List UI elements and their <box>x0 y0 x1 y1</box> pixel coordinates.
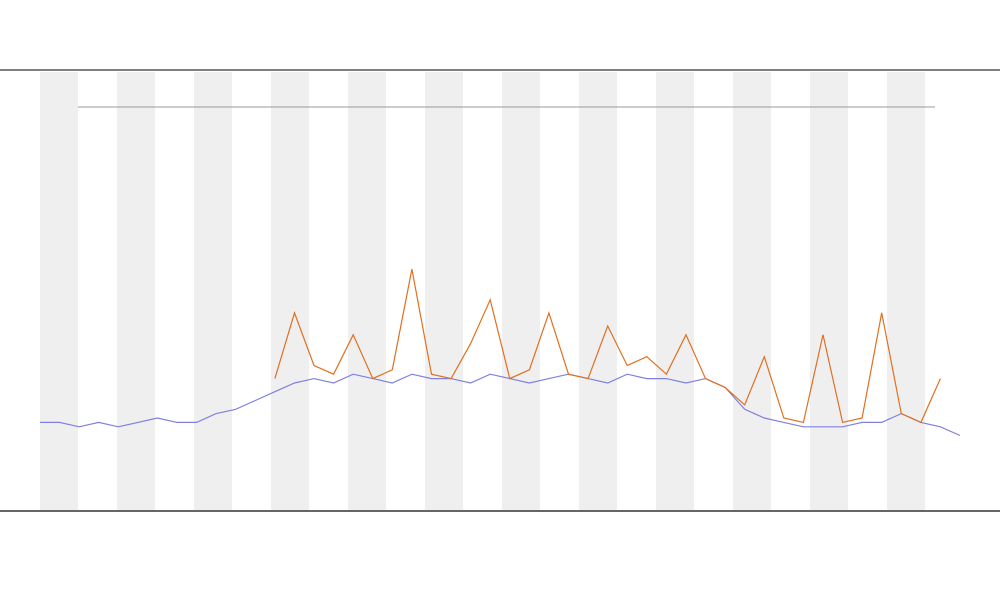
band <box>271 72 309 510</box>
series-line <box>274 268 941 424</box>
band <box>810 72 848 510</box>
band <box>117 72 155 510</box>
band <box>348 72 386 510</box>
band <box>887 72 925 510</box>
band <box>40 72 78 510</box>
series-line <box>40 373 961 437</box>
band <box>656 72 694 510</box>
background-bands <box>40 72 925 510</box>
band <box>194 72 232 510</box>
band <box>502 72 540 510</box>
band <box>425 72 463 510</box>
band <box>579 72 617 510</box>
band <box>733 72 771 510</box>
